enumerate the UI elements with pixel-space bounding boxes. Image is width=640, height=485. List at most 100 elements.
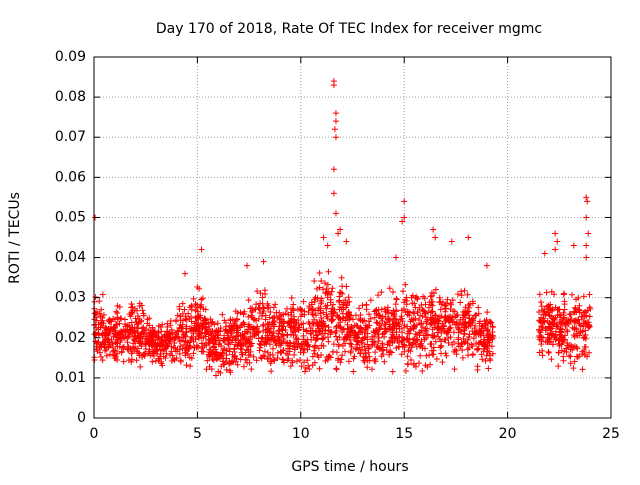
data-point (406, 342, 413, 349)
data-point (343, 302, 350, 309)
data-point (477, 329, 484, 336)
data-point (259, 300, 266, 307)
data-point (567, 353, 574, 360)
data-point (316, 284, 323, 291)
data-point (369, 366, 376, 373)
data-point (160, 353, 167, 360)
data-point (300, 346, 307, 353)
data-point (470, 317, 477, 324)
data-point (558, 347, 565, 354)
data-point (554, 312, 561, 319)
data-point (142, 350, 149, 357)
data-point (139, 354, 146, 361)
data-point (437, 306, 444, 313)
data-point (488, 343, 495, 350)
data-point (329, 285, 336, 292)
data-point (128, 358, 135, 365)
data-point (413, 337, 420, 344)
data-point (418, 302, 425, 308)
data-point (545, 302, 552, 309)
data-point (371, 314, 378, 321)
data-point (564, 327, 571, 334)
data-point (100, 311, 107, 318)
data-point (432, 286, 439, 293)
data-point (293, 335, 300, 342)
data-point (122, 329, 129, 336)
data-point (247, 329, 254, 336)
data-point (310, 347, 317, 354)
data-point (295, 327, 302, 334)
data-point (258, 338, 265, 345)
data-point (445, 339, 452, 346)
data-point (419, 293, 426, 300)
data-point (581, 344, 588, 351)
data-point (401, 198, 408, 205)
data-point (232, 358, 239, 365)
data-point (552, 230, 559, 237)
data-point (400, 288, 407, 295)
data-point (229, 316, 236, 323)
data-point (326, 353, 333, 360)
data-point (91, 354, 98, 361)
data-point (355, 346, 362, 353)
data-point (447, 334, 454, 341)
data-point (576, 353, 583, 360)
data-point (106, 318, 113, 325)
data-point (393, 295, 400, 302)
data-point (297, 349, 304, 356)
data-point (94, 339, 101, 346)
data-point (102, 330, 109, 337)
data-point (252, 331, 259, 338)
data-point (469, 343, 476, 350)
data-point (354, 331, 361, 338)
data-point (538, 314, 545, 321)
data-point (152, 339, 159, 346)
data-point (450, 338, 457, 345)
y-tick-label: 0.04 (55, 250, 86, 266)
data-point (115, 316, 122, 323)
data-point (456, 320, 463, 327)
data-point (557, 319, 564, 326)
data-point (172, 345, 179, 352)
data-point (226, 322, 233, 329)
data-point (410, 317, 417, 324)
data-point (332, 134, 339, 141)
data-point (475, 310, 482, 317)
data-point (190, 350, 197, 357)
data-point (357, 311, 364, 318)
data-point (330, 166, 337, 173)
data-point (474, 346, 481, 353)
data-point (145, 350, 152, 357)
data-point (475, 304, 482, 311)
data-point (257, 344, 264, 351)
data-point (292, 328, 299, 335)
data-point (445, 329, 452, 336)
data-point (224, 334, 231, 341)
data-point (129, 309, 136, 316)
data-point (224, 330, 231, 337)
data-point (287, 363, 294, 370)
data-point (457, 299, 464, 306)
data-point (400, 336, 407, 343)
data-point (313, 285, 320, 292)
data-point (393, 345, 400, 352)
y-tick-label: 0.03 (55, 290, 86, 306)
data-point (482, 357, 489, 364)
data-point (564, 319, 571, 326)
data-point (429, 302, 436, 309)
data-point (337, 289, 344, 296)
data-point (447, 317, 454, 324)
data-point (332, 118, 339, 125)
data-point (228, 327, 235, 334)
data-point (108, 336, 115, 343)
data-point (194, 284, 201, 291)
data-point (453, 312, 460, 319)
data-point (280, 332, 287, 339)
data-point (340, 304, 347, 311)
data-point (448, 238, 455, 245)
x-tick-label: 25 (602, 426, 620, 442)
data-point (455, 325, 462, 332)
data-point (242, 340, 249, 347)
data-point (347, 340, 354, 347)
data-point (247, 348, 254, 355)
